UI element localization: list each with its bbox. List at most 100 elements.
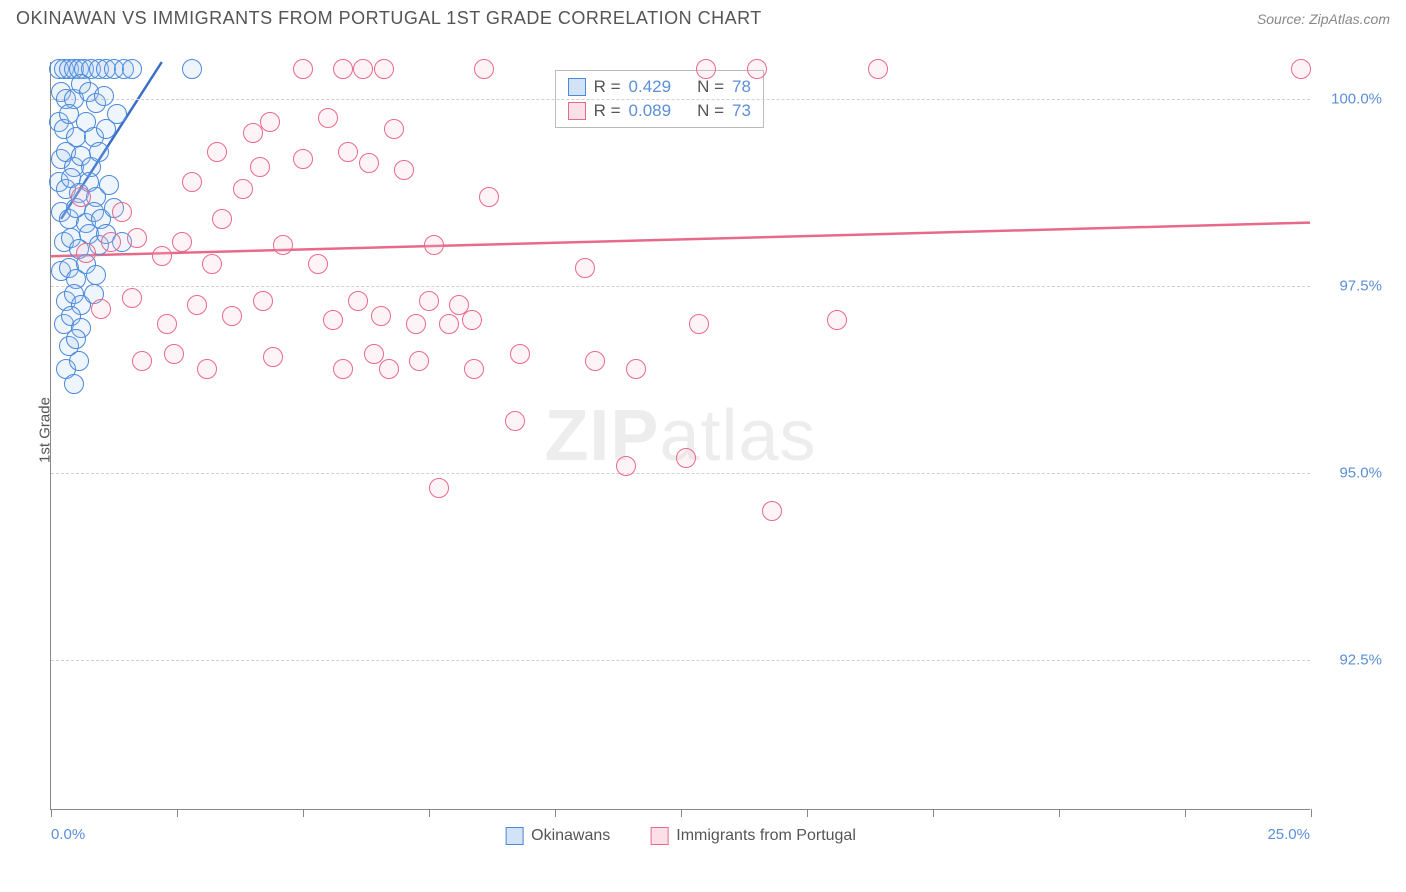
x-tick bbox=[681, 809, 682, 817]
legend-swatch bbox=[505, 827, 523, 845]
data-point bbox=[424, 235, 444, 255]
data-point bbox=[676, 448, 696, 468]
series-legend: Okinawans Immigrants from Portugal bbox=[505, 827, 856, 845]
x-tick bbox=[1185, 809, 1186, 817]
data-point bbox=[626, 359, 646, 379]
data-point bbox=[762, 501, 782, 521]
data-point bbox=[394, 160, 414, 180]
trend-lines bbox=[51, 62, 1310, 809]
data-point bbox=[243, 123, 263, 143]
x-tick bbox=[51, 809, 52, 817]
data-point bbox=[66, 329, 86, 349]
stats-row: R =0.429N =78 bbox=[568, 75, 751, 99]
data-point bbox=[152, 246, 172, 266]
source-attribution: Source: ZipAtlas.com bbox=[1257, 11, 1390, 27]
stat-r-value: 0.089 bbox=[629, 101, 672, 121]
data-point bbox=[64, 374, 84, 394]
data-point bbox=[132, 351, 152, 371]
data-point bbox=[172, 232, 192, 252]
gridline bbox=[51, 660, 1310, 661]
data-point bbox=[333, 359, 353, 379]
data-point bbox=[338, 142, 358, 162]
data-point bbox=[406, 314, 426, 334]
data-point bbox=[293, 149, 313, 169]
x-tick bbox=[933, 809, 934, 817]
gridline bbox=[51, 473, 1310, 474]
chart-header: OKINAWAN VS IMMIGRANTS FROM PORTUGAL 1ST… bbox=[0, 0, 1406, 29]
legend-item: Okinawans bbox=[505, 827, 610, 845]
data-point bbox=[371, 306, 391, 326]
data-point bbox=[99, 175, 119, 195]
trend-line bbox=[51, 223, 1310, 257]
stat-r-label: R = bbox=[594, 101, 621, 121]
data-point bbox=[182, 59, 202, 79]
data-point bbox=[222, 306, 242, 326]
data-point bbox=[69, 351, 89, 371]
data-point bbox=[747, 59, 767, 79]
data-point bbox=[76, 243, 96, 263]
data-point bbox=[164, 344, 184, 364]
data-point bbox=[379, 359, 399, 379]
data-point bbox=[439, 314, 459, 334]
x-tick bbox=[1059, 809, 1060, 817]
y-tick-label: 100.0% bbox=[1331, 91, 1382, 108]
data-point bbox=[273, 235, 293, 255]
stat-r-value: 0.429 bbox=[629, 77, 672, 97]
data-point bbox=[308, 254, 328, 274]
data-point bbox=[101, 232, 121, 252]
data-point bbox=[419, 291, 439, 311]
data-point bbox=[323, 310, 343, 330]
data-point bbox=[94, 86, 114, 106]
stat-r-label: R = bbox=[594, 77, 621, 97]
data-point bbox=[253, 291, 273, 311]
data-point bbox=[318, 108, 338, 128]
data-point bbox=[122, 288, 142, 308]
data-point bbox=[474, 59, 494, 79]
legend-label: Okinawans bbox=[531, 827, 610, 845]
plot-area: ZIPatlas R =0.429N =78R =0.089N =73 0.0%… bbox=[50, 62, 1310, 810]
data-point bbox=[260, 112, 280, 132]
data-point bbox=[384, 119, 404, 139]
gridline bbox=[51, 99, 1310, 100]
data-point bbox=[127, 228, 147, 248]
y-tick-label: 95.0% bbox=[1339, 465, 1382, 482]
x-tick bbox=[177, 809, 178, 817]
data-point bbox=[696, 59, 716, 79]
data-point bbox=[575, 258, 595, 278]
x-axis-min-label: 0.0% bbox=[51, 826, 85, 843]
data-point bbox=[333, 59, 353, 79]
stats-row: R = 0.089 N = 73 bbox=[568, 99, 751, 123]
legend-label: Immigrants from Portugal bbox=[676, 827, 856, 845]
data-point bbox=[479, 187, 499, 207]
data-point bbox=[827, 310, 847, 330]
data-point bbox=[91, 299, 111, 319]
data-point bbox=[429, 478, 449, 498]
x-tick bbox=[429, 809, 430, 817]
data-point bbox=[86, 265, 106, 285]
legend-swatch bbox=[650, 827, 668, 845]
data-point bbox=[1291, 59, 1311, 79]
data-point bbox=[409, 351, 429, 371]
data-point bbox=[107, 104, 127, 124]
data-point bbox=[212, 209, 232, 229]
data-point bbox=[197, 359, 217, 379]
gridline bbox=[51, 286, 1310, 287]
data-point bbox=[71, 187, 91, 207]
stat-n-label: N = bbox=[697, 101, 724, 121]
data-point bbox=[182, 172, 202, 192]
data-point bbox=[348, 291, 368, 311]
data-point bbox=[207, 142, 227, 162]
data-point bbox=[689, 314, 709, 334]
data-point bbox=[89, 142, 109, 162]
data-point bbox=[585, 351, 605, 371]
data-point bbox=[510, 344, 530, 364]
data-point bbox=[868, 59, 888, 79]
data-point bbox=[112, 202, 132, 222]
data-point bbox=[464, 359, 484, 379]
x-tick bbox=[1311, 809, 1312, 817]
stat-n-value: 73 bbox=[732, 101, 751, 121]
data-point bbox=[462, 310, 482, 330]
x-tick bbox=[303, 809, 304, 817]
x-tick bbox=[807, 809, 808, 817]
data-point bbox=[157, 314, 177, 334]
